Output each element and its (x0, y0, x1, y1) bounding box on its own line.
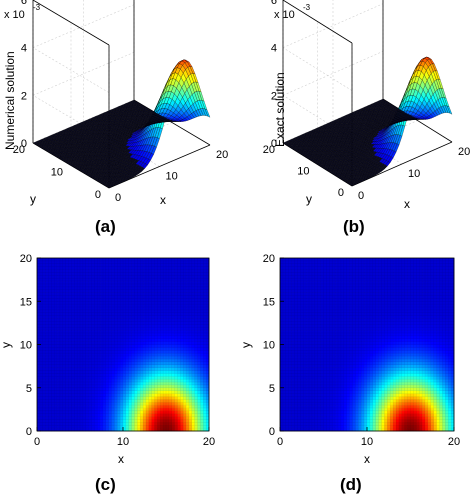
scale-label-a: x 10 (4, 9, 25, 21)
y-tick-label: 20 (13, 144, 25, 156)
x-axis-label-b: x (404, 197, 410, 211)
panel-label-b: (b) (343, 217, 365, 236)
box-edge (282, 0, 353, 44)
z-axis-label-a: Numerical solution (3, 51, 17, 150)
x-tick-label: 10 (408, 168, 420, 180)
x-tick-label: 20 (216, 149, 228, 161)
y-tick-label: 0 (338, 187, 344, 199)
z-tick-label: 6 (21, 0, 27, 7)
z-tick-label: 0 (21, 138, 27, 150)
grid-line (282, 3, 384, 48)
x-tick-label: 20 (458, 146, 470, 158)
grid-line (32, 47, 110, 93)
x-tick-label: 10 (166, 171, 178, 183)
z-tick-label: 4 (271, 43, 277, 55)
y-tick-label: 10 (297, 166, 309, 178)
z-tick-label: 4 (21, 43, 27, 55)
x-axis-label-a: x (160, 193, 166, 207)
grid-line (282, 47, 353, 91)
surface-a-mesh (32, 59, 211, 189)
y-tick-label: 10 (51, 167, 63, 179)
panel-label-a: (a) (95, 217, 116, 236)
z-tick-label: 6 (271, 0, 277, 7)
z-axis-label-b: Exact solution (273, 72, 287, 147)
scale-exponent-a: -3 (33, 3, 41, 12)
y-axis-label-b: y (306, 192, 312, 206)
surface-facet (32, 141, 39, 145)
box-edge (32, 0, 110, 46)
x-tick-label: 0 (115, 192, 121, 204)
grid-line (32, 95, 110, 141)
z-tick-label: 2 (21, 90, 27, 102)
scale-label-b: x 10 (274, 9, 295, 21)
surface-b-mesh (282, 56, 453, 187)
y-axis-label-a: y (30, 192, 36, 206)
scale-exponent-b: -3 (303, 3, 311, 12)
y-tick-label: 0 (95, 189, 101, 201)
x-tick-label: 0 (358, 190, 364, 202)
